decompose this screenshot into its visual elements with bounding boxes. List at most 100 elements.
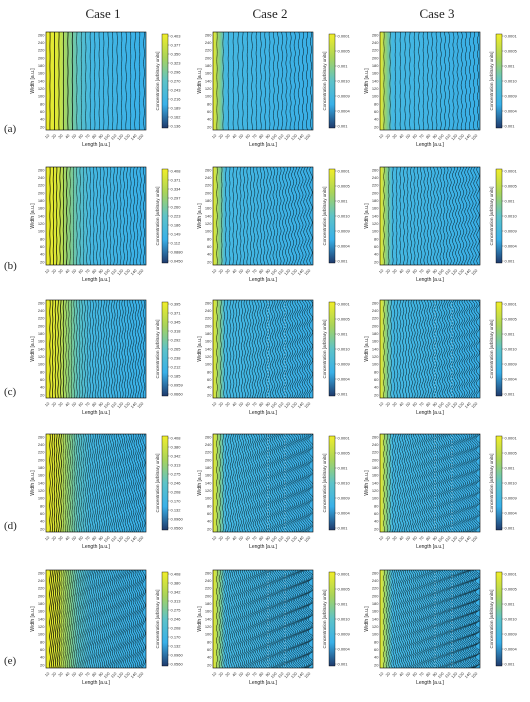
x-tick-label: 30 [224,132,231,139]
x-tick-label: 30 [391,132,398,139]
contour-line [251,32,253,130]
x-tick-label: 40 [231,400,238,407]
colorbar-tick-label: 0.0009 [505,93,518,98]
contour-line [399,32,401,130]
contour-line [138,434,141,532]
contour-line [78,434,80,532]
colorbar-tick-label: 0.001 [505,258,516,263]
contour-line [262,570,267,668]
contour-line [65,434,67,532]
x-tick-label: 90 [431,132,438,139]
y-tick-label: 140 [38,616,45,621]
colorbar-tick-label: 0.371 [171,177,182,182]
contour-line [97,300,100,398]
colorbar-tick-label: 0.270 [171,78,182,83]
contour-line [424,434,428,532]
x-axis-title: Length [a.u.] [416,544,444,550]
contour-line [93,167,95,265]
x-tick-label: 80 [425,400,432,407]
contour-line [279,300,283,398]
x-tick-label: 140 [463,400,472,409]
contour-line [426,167,429,265]
y-tick-label: 80 [374,369,379,374]
x-tick-label: 50 [405,670,412,677]
contour-line [473,300,478,398]
x-tick-label: 60 [411,132,418,139]
contour-line [232,300,235,398]
contour-line [306,570,313,668]
contour-line [79,167,81,265]
x-tick-label: 80 [91,534,98,541]
colorbar-tick-label: 0.313 [171,462,182,467]
contour-line [451,434,456,532]
colorbar-tick-label: 0.380 [171,444,182,449]
contour-line [133,167,135,265]
contour-line [243,570,248,668]
y-tick-label: 140 [38,346,45,351]
y-tick-label: 180 [205,63,212,68]
contour-line [108,300,110,398]
x-tick-label: 150 [303,400,312,409]
colorbar-tick-label: 0.001 [338,198,349,203]
contour-line [473,570,480,668]
x-tick-label: 130 [290,534,299,543]
y-tick-label: 120 [38,354,45,359]
y-tick-label: 120 [38,488,45,493]
y-tick-label: 240 [205,308,212,313]
y-tick-label: 80 [40,639,45,644]
x-tick-label: 120 [116,534,125,543]
colorbar-tick-label: 0.0004 [505,243,518,248]
x-tick-label: 40 [64,670,71,677]
contour-line [459,570,466,668]
colorbar-tick-label: 0.0005 [338,183,351,188]
y-tick-label: 180 [205,601,212,606]
x-tick-label: 150 [303,132,312,141]
y-tick-label: 80 [207,236,212,241]
contour-line [461,570,467,668]
colorbar-tick-label: 0.001 [505,661,516,666]
contour-line [278,570,284,668]
y-tick-label: 20 [374,392,379,397]
contour-line [84,300,86,398]
contour-line [439,300,443,398]
x-tick-label: 50 [238,400,245,407]
x-tick-label: 10 [44,267,51,274]
contour-line [417,434,421,532]
contour-line [440,570,445,668]
contour-line [446,300,450,398]
y-tick-label: 240 [372,442,379,447]
colorbar [495,301,503,397]
colorbar-tick-label: 0.0001 [338,571,351,576]
contour-panel-a-case-1: 260 240 220 200 180 160 140 120 100 80 60 40 20 10 20 3… [30,30,190,152]
contour-line [465,434,471,532]
contour-line [469,570,476,668]
colorbar-tick-label: 0.001 [338,123,349,128]
contour-line [396,300,399,398]
x-tick-label: 90 [431,400,438,407]
x-tick-label: 60 [77,670,84,677]
contour-line [237,434,240,532]
contour-line [218,570,221,668]
contour-line [269,570,275,668]
x-tick-label: 100 [103,670,112,679]
x-tick-label: 120 [116,400,125,409]
colorbar-tick-label: 0.0009 [505,228,518,233]
x-tick-label: 100 [103,534,112,543]
colorbar-tick-label: 0.0010 [338,346,351,351]
contour-line [267,434,272,532]
colorbar [161,168,169,264]
contour-line [396,570,400,668]
contour-line [441,300,445,398]
x-tick-label: 50 [238,267,245,274]
y-tick-label: 220 [372,450,379,455]
x-tick-label: 100 [437,400,446,409]
y-tick-label: 180 [372,601,379,606]
contour-line [110,300,113,398]
contour-line [438,570,444,668]
contour-line [399,434,402,532]
y-tick-label: 160 [38,609,45,614]
contour-line [261,434,265,532]
contour-line [422,570,426,668]
y-tick-label: 200 [372,190,379,195]
x-tick-label: 60 [244,400,251,407]
